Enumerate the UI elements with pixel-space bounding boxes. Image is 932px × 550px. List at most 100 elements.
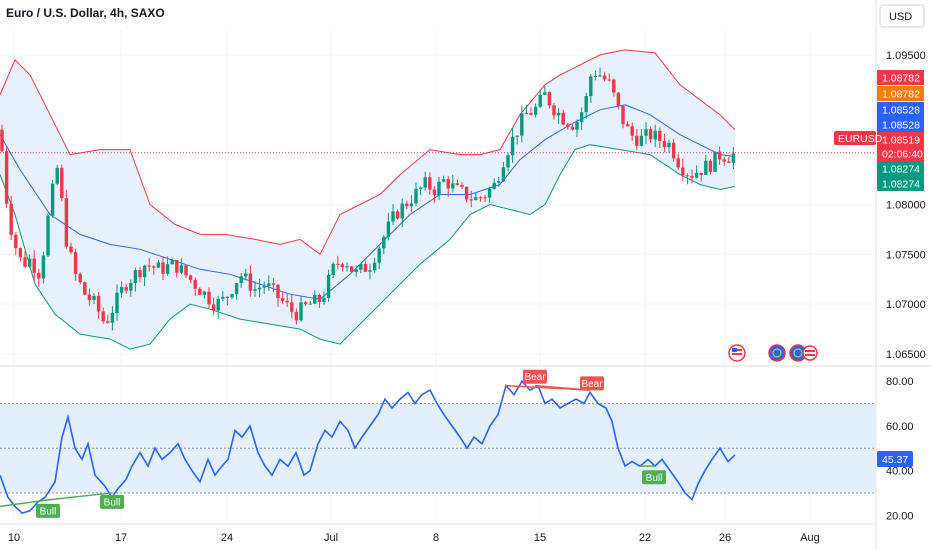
candle[interactable] — [170, 258, 174, 265]
candle[interactable] — [193, 277, 197, 296]
candle[interactable] — [368, 263, 372, 280]
candle[interactable] — [713, 151, 717, 173]
candle[interactable] — [294, 308, 299, 325]
candle[interactable] — [727, 157, 731, 164]
candle[interactable] — [520, 105, 524, 143]
candle[interactable] — [175, 259, 179, 278]
candle[interactable] — [722, 157, 726, 166]
candle[interactable] — [428, 172, 432, 195]
candle[interactable] — [690, 169, 694, 184]
candle[interactable] — [248, 265, 253, 297]
candle[interactable] — [639, 128, 644, 147]
candle[interactable] — [386, 212, 391, 241]
candle[interactable] — [685, 173, 690, 185]
candle[interactable] — [147, 257, 151, 272]
candle[interactable] — [152, 265, 156, 275]
candle[interactable] — [635, 128, 639, 150]
candle[interactable] — [414, 182, 418, 207]
candle[interactable] — [501, 161, 506, 183]
candle[interactable] — [230, 293, 234, 300]
candle[interactable] — [280, 292, 285, 305]
candle[interactable] — [349, 266, 354, 273]
candle[interactable] — [377, 246, 381, 270]
candle[interactable] — [437, 176, 441, 200]
candle[interactable] — [653, 124, 657, 148]
eu-flag-event-icon[interactable] — [768, 344, 786, 362]
candle[interactable] — [455, 179, 460, 186]
candle[interactable] — [69, 242, 73, 255]
candle[interactable] — [451, 174, 455, 193]
candle[interactable] — [46, 213, 50, 258]
candle[interactable] — [561, 109, 565, 126]
candle[interactable] — [4, 147, 9, 209]
candle[interactable] — [326, 269, 331, 302]
candle[interactable] — [372, 257, 377, 273]
candle[interactable] — [18, 247, 23, 262]
candle[interactable] — [202, 290, 207, 299]
candlestick-series[interactable] — [0, 67, 736, 331]
candle[interactable] — [543, 85, 547, 95]
candle[interactable] — [308, 300, 312, 305]
candle[interactable] — [179, 257, 184, 275]
candle[interactable] — [317, 293, 322, 308]
candle[interactable] — [418, 186, 423, 196]
candle[interactable] — [83, 281, 87, 296]
candle[interactable] — [96, 291, 101, 319]
candle[interactable] — [32, 250, 36, 282]
rsi-axis[interactable]: 80.00 60.00 40.00 20.00 — [886, 376, 914, 522]
candle[interactable] — [584, 92, 588, 119]
candle[interactable] — [708, 159, 713, 175]
us-flag-event-icon-2[interactable] — [802, 345, 818, 361]
event-icons[interactable] — [728, 344, 818, 362]
candle[interactable] — [276, 284, 280, 307]
candle[interactable] — [41, 251, 46, 284]
candle[interactable] — [359, 263, 363, 274]
candle[interactable] — [400, 198, 404, 228]
candle[interactable] — [50, 179, 55, 218]
candle[interactable] — [602, 71, 607, 82]
candle[interactable] — [87, 288, 92, 306]
candle[interactable] — [552, 103, 556, 120]
candle[interactable] — [23, 251, 27, 269]
candle[interactable] — [9, 195, 13, 241]
candle[interactable] — [382, 234, 386, 255]
candle[interactable] — [575, 119, 579, 137]
candle[interactable] — [506, 152, 510, 172]
candle[interactable] — [64, 189, 69, 249]
candle[interactable] — [694, 165, 699, 179]
currency-button[interactable]: USD — [879, 4, 925, 28]
candle[interactable] — [55, 164, 59, 186]
candle[interactable] — [441, 175, 446, 183]
candle[interactable] — [322, 291, 326, 305]
candle[interactable] — [290, 294, 294, 319]
candle[interactable] — [556, 108, 561, 124]
candle[interactable] — [658, 127, 662, 149]
candle[interactable] — [529, 107, 533, 116]
candle[interactable] — [483, 195, 487, 203]
price-axis[interactable]: 1.09500 1.08000 1.07500 1.07000 1.06500 — [886, 50, 926, 361]
candle[interactable] — [497, 176, 501, 187]
candle[interactable] — [538, 89, 542, 109]
candle[interactable] — [612, 78, 616, 97]
candle[interactable] — [607, 73, 611, 82]
candle[interactable] — [460, 181, 464, 190]
candle[interactable] — [106, 314, 110, 324]
candle[interactable] — [616, 91, 621, 110]
candle[interactable] — [129, 279, 133, 297]
us-flag-event-icon[interactable] — [728, 344, 746, 362]
candle[interactable] — [662, 133, 667, 153]
candle[interactable] — [492, 178, 496, 190]
candle[interactable] — [115, 284, 119, 321]
candle[interactable] — [119, 281, 124, 298]
candle[interactable] — [589, 74, 593, 104]
candle[interactable] — [239, 273, 243, 288]
candle[interactable] — [671, 138, 676, 162]
candle[interactable] — [354, 265, 358, 277]
candle[interactable] — [391, 204, 395, 226]
candle[interactable] — [124, 284, 128, 294]
candle[interactable] — [133, 267, 138, 292]
candle[interactable] — [630, 122, 634, 141]
candle[interactable] — [184, 264, 188, 278]
candle[interactable] — [60, 164, 64, 202]
